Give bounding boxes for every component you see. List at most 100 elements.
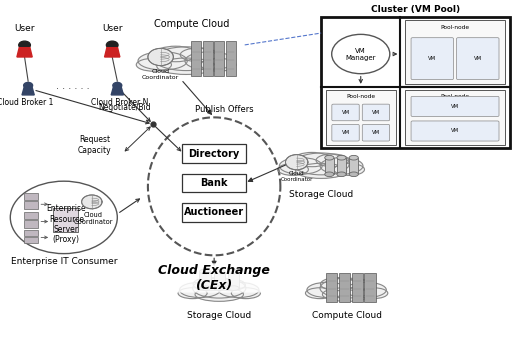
Text: VM: VM bbox=[342, 130, 349, 135]
FancyBboxPatch shape bbox=[53, 208, 77, 232]
Ellipse shape bbox=[293, 153, 349, 175]
Text: User: User bbox=[102, 24, 123, 33]
Circle shape bbox=[24, 82, 33, 88]
Ellipse shape bbox=[178, 288, 207, 298]
Text: Cloud
Coordinator: Cloud Coordinator bbox=[74, 212, 113, 225]
Ellipse shape bbox=[320, 278, 355, 291]
Bar bbox=[324, 158, 334, 174]
FancyBboxPatch shape bbox=[23, 237, 38, 243]
Text: Enterprise IT Consumer: Enterprise IT Consumer bbox=[10, 257, 117, 266]
Ellipse shape bbox=[322, 288, 371, 301]
Text: Storage Cloud: Storage Cloud bbox=[289, 190, 353, 199]
Circle shape bbox=[148, 48, 173, 65]
Circle shape bbox=[332, 34, 390, 74]
Ellipse shape bbox=[278, 164, 308, 175]
FancyBboxPatch shape bbox=[182, 203, 246, 221]
Text: VM: VM bbox=[451, 104, 459, 109]
Ellipse shape bbox=[296, 163, 347, 178]
Bar bbox=[214, 271, 225, 288]
Polygon shape bbox=[105, 48, 120, 57]
Ellipse shape bbox=[218, 282, 259, 297]
Ellipse shape bbox=[138, 52, 187, 70]
Ellipse shape bbox=[231, 288, 261, 298]
FancyBboxPatch shape bbox=[191, 42, 201, 76]
FancyBboxPatch shape bbox=[332, 125, 359, 141]
Bar bbox=[337, 158, 346, 174]
FancyBboxPatch shape bbox=[23, 220, 38, 228]
FancyBboxPatch shape bbox=[226, 42, 236, 76]
Text: Storage Cloud: Storage Cloud bbox=[187, 310, 251, 320]
Ellipse shape bbox=[307, 282, 347, 297]
Bar bbox=[349, 158, 358, 174]
Ellipse shape bbox=[337, 155, 346, 160]
Ellipse shape bbox=[324, 155, 334, 160]
FancyBboxPatch shape bbox=[362, 125, 389, 141]
Ellipse shape bbox=[180, 48, 218, 62]
Ellipse shape bbox=[195, 288, 243, 301]
Ellipse shape bbox=[136, 58, 172, 71]
FancyBboxPatch shape bbox=[362, 104, 389, 121]
Ellipse shape bbox=[192, 278, 246, 298]
Text: Compute Cloud: Compute Cloud bbox=[153, 19, 229, 29]
FancyBboxPatch shape bbox=[214, 42, 224, 76]
FancyBboxPatch shape bbox=[23, 193, 38, 200]
Circle shape bbox=[107, 41, 118, 49]
Text: Publish Offers: Publish Offers bbox=[195, 105, 254, 114]
FancyBboxPatch shape bbox=[405, 20, 505, 84]
Ellipse shape bbox=[214, 286, 225, 290]
Ellipse shape bbox=[179, 282, 220, 297]
Ellipse shape bbox=[349, 155, 358, 160]
Circle shape bbox=[82, 195, 102, 209]
Circle shape bbox=[19, 41, 30, 49]
Text: Compute Cloud: Compute Cloud bbox=[311, 310, 382, 320]
Ellipse shape bbox=[346, 282, 386, 297]
Circle shape bbox=[285, 155, 308, 170]
Text: Directory: Directory bbox=[189, 149, 240, 159]
Ellipse shape bbox=[193, 278, 228, 291]
Text: Cluster (VM Pool): Cluster (VM Pool) bbox=[371, 5, 460, 14]
FancyBboxPatch shape bbox=[332, 104, 359, 121]
Text: Pool-node: Pool-node bbox=[346, 94, 375, 99]
Ellipse shape bbox=[228, 286, 239, 290]
Ellipse shape bbox=[157, 58, 215, 75]
Ellipse shape bbox=[294, 152, 330, 167]
FancyBboxPatch shape bbox=[405, 90, 505, 145]
Ellipse shape bbox=[279, 158, 322, 174]
Ellipse shape bbox=[201, 58, 236, 71]
Polygon shape bbox=[22, 88, 34, 95]
Text: Cloud Exchange
(CEx): Cloud Exchange (CEx) bbox=[158, 264, 270, 292]
Ellipse shape bbox=[154, 47, 218, 70]
Text: Cloud
Coordinator: Cloud Coordinator bbox=[142, 69, 179, 80]
Ellipse shape bbox=[154, 46, 197, 62]
Text: VM: VM bbox=[451, 128, 459, 133]
Ellipse shape bbox=[214, 279, 245, 291]
Ellipse shape bbox=[342, 279, 373, 291]
Ellipse shape bbox=[334, 164, 365, 175]
FancyBboxPatch shape bbox=[203, 42, 213, 76]
Text: Enterprise
Resource
Server
(Proxy): Enterprise Resource Server (Proxy) bbox=[46, 204, 86, 244]
Text: VM: VM bbox=[372, 110, 380, 115]
Text: User: User bbox=[15, 24, 35, 33]
Text: VM
Manager: VM Manager bbox=[345, 48, 376, 61]
FancyBboxPatch shape bbox=[182, 174, 246, 192]
FancyBboxPatch shape bbox=[23, 212, 38, 219]
FancyBboxPatch shape bbox=[352, 272, 363, 302]
FancyBboxPatch shape bbox=[326, 272, 337, 302]
Ellipse shape bbox=[185, 52, 234, 70]
Circle shape bbox=[10, 181, 118, 253]
FancyBboxPatch shape bbox=[182, 144, 246, 163]
FancyBboxPatch shape bbox=[321, 17, 510, 149]
Text: Cloud Broker 1: Cloud Broker 1 bbox=[0, 98, 54, 107]
Text: Auctioneer: Auctioneer bbox=[184, 207, 244, 217]
Ellipse shape bbox=[305, 288, 334, 298]
FancyBboxPatch shape bbox=[411, 96, 499, 117]
Text: Cloud
Coordinator: Cloud Coordinator bbox=[280, 171, 313, 182]
Ellipse shape bbox=[324, 172, 334, 177]
Text: Pool-node: Pool-node bbox=[440, 94, 470, 99]
Text: VM: VM bbox=[474, 56, 482, 61]
Text: VM: VM bbox=[372, 130, 380, 135]
Circle shape bbox=[113, 82, 122, 88]
Ellipse shape bbox=[316, 154, 349, 167]
FancyBboxPatch shape bbox=[23, 201, 38, 209]
Bar bbox=[199, 271, 211, 288]
